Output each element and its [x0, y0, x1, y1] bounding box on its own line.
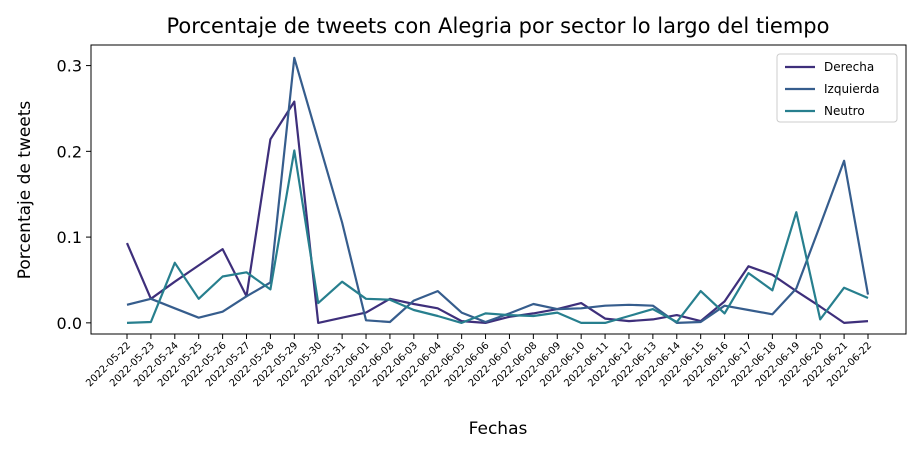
y-tick-label: 0.1 — [57, 228, 82, 247]
series-line-neutro — [126, 149, 869, 324]
y-tick-label: 0.2 — [57, 142, 82, 161]
legend-box — [776, 53, 898, 123]
x-axis-label: Fechas — [469, 419, 528, 439]
plot-area-frame — [90, 44, 907, 335]
y-tick-label: 0.3 — [57, 57, 82, 76]
y-tick-label: 0.0 — [57, 314, 82, 333]
series-line-izquierda — [126, 56, 870, 324]
legend: Derecha Izquierda Neutro — [776, 53, 898, 123]
chart-title: Porcentaje de tweets con Alegria por sec… — [167, 14, 830, 38]
legend-label-izquierda: Izquierda — [824, 82, 879, 96]
legend-label-derecha: Derecha — [824, 60, 874, 74]
y-axis-label: Porcentaje de tweets — [15, 101, 35, 280]
series-lines — [125, 56, 870, 324]
legend-label-neutro: Neutro — [824, 104, 865, 118]
x-axis-ticks: 2022-05-222022-05-232022-05-242022-05-25… — [84, 334, 874, 389]
y-axis-ticks: 0.0 0.1 0.2 0.3 — [57, 57, 91, 333]
series-line-derecha — [125, 100, 869, 324]
